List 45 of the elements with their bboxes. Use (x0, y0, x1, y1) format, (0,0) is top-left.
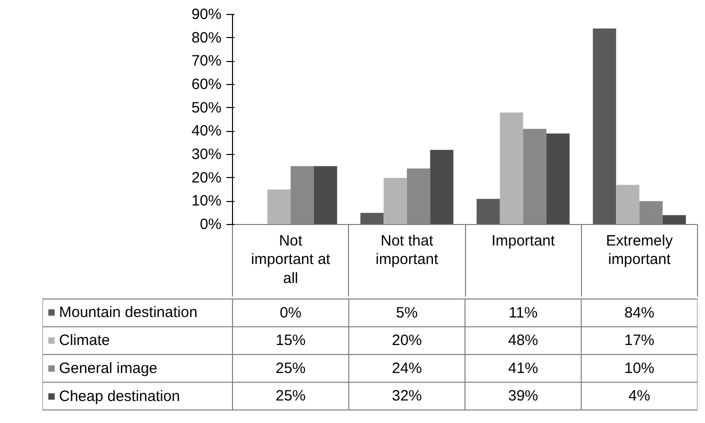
bar (314, 166, 338, 224)
data-label: 17% (624, 332, 654, 350)
data-label: 15% (276, 332, 306, 350)
data-label: 25% (276, 360, 306, 377)
bar (267, 190, 291, 224)
bar (500, 112, 524, 224)
bar (592, 28, 616, 224)
data-label: 32% (392, 388, 422, 405)
data-label: 4% (628, 388, 650, 405)
data-label: 25% (276, 388, 306, 405)
legend-label: Climate (59, 330, 110, 350)
y-tick-label: 40% (191, 122, 222, 140)
data-label: 41% (508, 360, 538, 377)
y-tick-label: 70% (191, 52, 222, 70)
data-label: 39% (508, 388, 538, 405)
data-label: 11% (508, 304, 538, 322)
data-label: 20% (392, 332, 422, 350)
bar (360, 212, 384, 224)
bar (546, 134, 570, 224)
y-tick-label: 90% (191, 6, 222, 23)
data-label: 84% (624, 304, 654, 322)
data-label: 5% (396, 304, 418, 322)
bar (476, 198, 500, 224)
data-label: 0% (280, 304, 302, 322)
bar (384, 178, 407, 224)
bar (616, 184, 640, 224)
y-tick-label: 80% (191, 29, 222, 46)
legend-label: Mountain destination (59, 302, 198, 322)
y-tick-label: 0% (200, 216, 222, 233)
y-tick-label: 30% (191, 146, 222, 163)
x-tick-label: Extremely important (606, 232, 674, 268)
data-label: 10% (624, 360, 654, 377)
x-tick-label: Not that important (376, 232, 439, 268)
y-tick-label: 50% (191, 99, 222, 116)
y-tick-label: 10% (191, 192, 222, 210)
legend-label: Cheap destination (59, 386, 180, 406)
x-tick-label: Not important at all (251, 232, 332, 287)
legend-label: General image (59, 358, 158, 378)
x-tick-label: Important (491, 232, 556, 250)
y-tick-label: 20% (191, 169, 222, 186)
bar (430, 150, 454, 224)
data-label: 24% (392, 360, 422, 377)
data-label: 48% (508, 332, 538, 350)
bar (662, 215, 686, 224)
y-tick-label: 60% (191, 76, 222, 93)
